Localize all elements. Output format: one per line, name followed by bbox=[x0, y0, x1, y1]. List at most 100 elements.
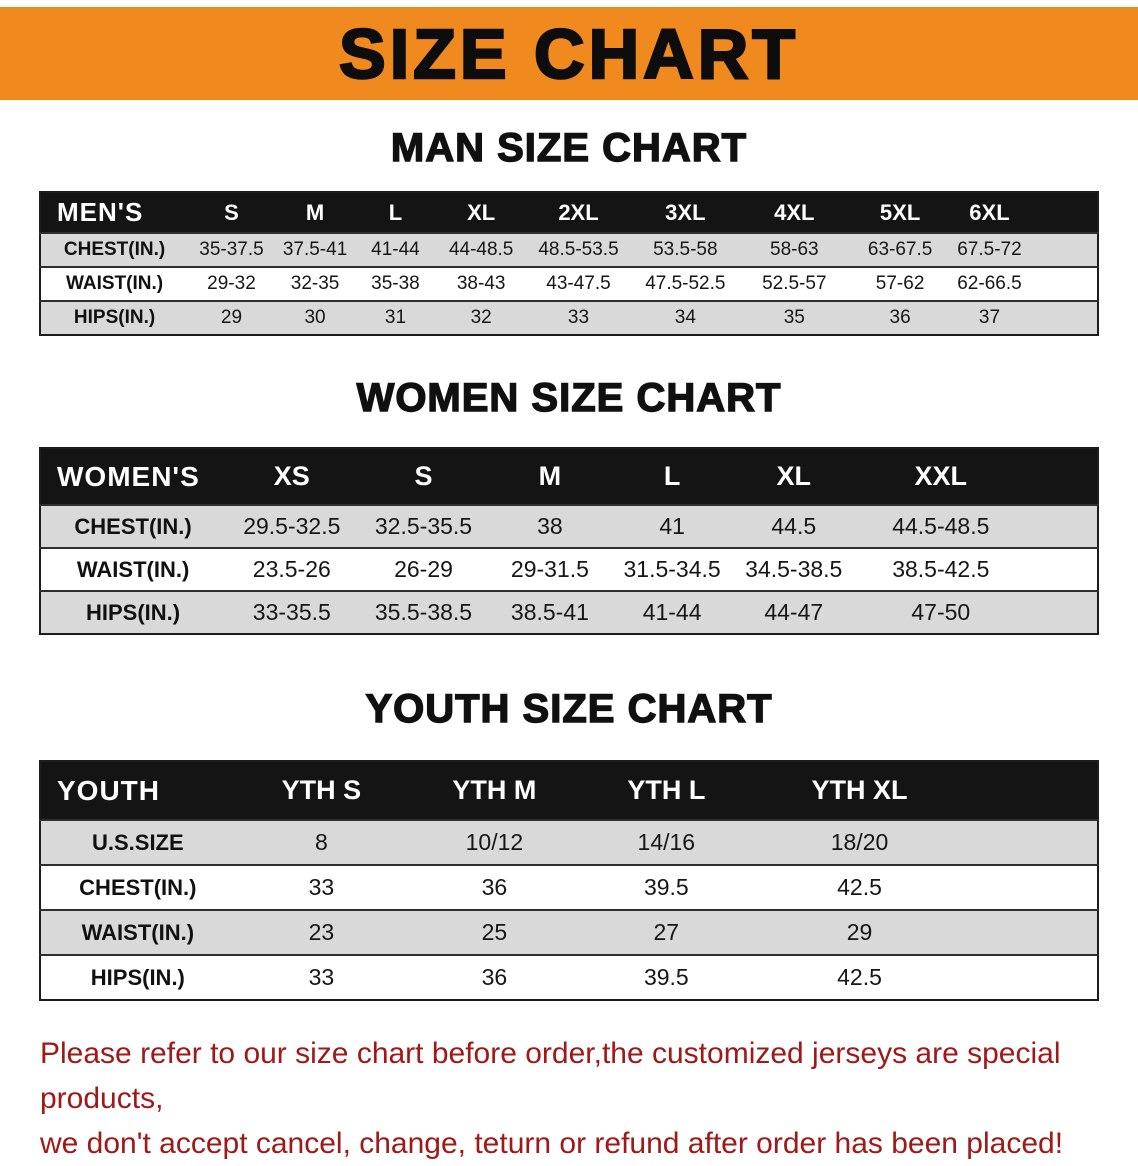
table-row: HIPS(IN.) 33-35.5 35.5-38.5 38.5-41 41-44 44-… bbox=[40, 591, 1098, 634]
row-label: U.S.SIZE bbox=[91, 829, 184, 855]
order-notice: Please refer to our size chart before or… bbox=[40, 1031, 1100, 1166]
size-value: 29-32 bbox=[207, 273, 256, 294]
table-corner-label: YOUTH bbox=[57, 774, 160, 806]
size-value: 41-44 bbox=[371, 239, 420, 260]
size-value: 44-47 bbox=[764, 599, 824, 625]
size-value: 44-48.5 bbox=[448, 239, 514, 260]
notice-line-2: we don't accept cancel, change, teturn o… bbox=[40, 1127, 1064, 1160]
size-column-header: 3XL bbox=[665, 199, 706, 225]
size-value: 31 bbox=[384, 307, 407, 328]
table-header-row: YOUTH YTH S YTH M YTH L YTH XL bbox=[40, 761, 1098, 820]
table-row: U.S.SIZE 8 10/12 14/16 18/20 bbox=[40, 820, 1098, 865]
size-value: 37 bbox=[978, 307, 1001, 328]
size-value: 48.5-53.5 bbox=[538, 239, 619, 260]
table-row: WAIST(IN.) 29-32 32-35 35-38 38-43 43-47.5 47.… bbox=[40, 267, 1098, 301]
youth-size-table: YOUTH YTH S YTH M YTH L YTH XL U.S.SIZE 8 10/12… bbox=[39, 760, 1099, 1001]
table-body: CHEST(IN.) 29.5-32.5 32.5-35.5 38 41 44.5 44.5… bbox=[40, 505, 1098, 634]
youth-size-section: YOUTH SIZE CHART YOUTH YTH S YTH M YTH L YTH… bbox=[0, 686, 1138, 1001]
row-label: WAIST(IN.) bbox=[76, 556, 190, 582]
size-value: 26-29 bbox=[394, 556, 453, 582]
size-value: 53.5-58 bbox=[653, 239, 718, 260]
size-value: 29-31.5 bbox=[510, 556, 589, 582]
table-header-row: WOMEN'S XS S M L XL XXL bbox=[40, 448, 1098, 505]
size-column-header: YTH XL bbox=[811, 775, 908, 805]
size-column-header: XS bbox=[273, 461, 310, 491]
size-value: 33 bbox=[308, 874, 335, 900]
size-chart-page: SIZE CHART MAN SIZE CHART MEN'S S M L XL 2XL 3… bbox=[0, 7, 1138, 1166]
row-label: CHEST(IN.) bbox=[74, 513, 192, 539]
size-value: 33-35.5 bbox=[252, 599, 331, 625]
table-row: CHEST(IN.) 33 36 39.5 42.5 bbox=[40, 865, 1098, 910]
size-value: 25 bbox=[481, 919, 508, 945]
size-value: 8 bbox=[315, 829, 328, 855]
table-row: CHEST(IN.) 29.5-32.5 32.5-35.5 38 41 44.5 44.5… bbox=[40, 505, 1098, 548]
size-value: 52.5-57 bbox=[762, 273, 827, 294]
table-body: U.S.SIZE 8 10/12 14/16 18/20 CHEST(IN.) 33 36 39… bbox=[40, 820, 1098, 1000]
row-label: WAIST(IN.) bbox=[81, 919, 195, 945]
table-row: HIPS(IN.) 29 30 31 32 33 34 35 36 37 bbox=[40, 301, 1098, 335]
size-column-header: XL bbox=[776, 461, 812, 491]
row-label: HIPS(IN.) bbox=[90, 964, 185, 990]
size-value: 58-63 bbox=[770, 239, 819, 260]
size-value: 38.5-41 bbox=[510, 599, 589, 625]
size-value: 39.5 bbox=[643, 964, 689, 990]
table-corner-label: MEN'S bbox=[57, 197, 144, 227]
row-label: CHEST(IN.) bbox=[63, 239, 166, 260]
table-row: CHEST(IN.) 35-37.5 37.5-41 41-44 44-48.5 48.5… bbox=[40, 233, 1098, 267]
size-value: 44.5-48.5 bbox=[892, 513, 990, 539]
table-row: WAIST(IN.) 23 25 27 29 bbox=[40, 910, 1098, 955]
men-size-table: MEN'S S M L XL 2XL 3XL 4XL 5XL 6XL CHEST(IN.) 35-37… bbox=[39, 191, 1099, 336]
size-value: 32.5-35.5 bbox=[374, 513, 473, 539]
size-value: 57-62 bbox=[875, 273, 925, 294]
women-size-table: WOMEN'S XS S M L XL XXL CHEST(IN.) 29.5-32.5 32.5… bbox=[39, 447, 1099, 635]
size-value: 63-67.5 bbox=[867, 239, 933, 260]
size-column-header: XXL bbox=[914, 461, 968, 491]
size-value: 30 bbox=[304, 307, 326, 328]
size-value: 23.5-26 bbox=[252, 556, 331, 582]
size-value: 34.5-38.5 bbox=[745, 556, 843, 582]
size-value: 10/12 bbox=[465, 829, 524, 855]
size-value: 43-47.5 bbox=[546, 273, 611, 294]
table-row: HIPS(IN.) 33 36 39.5 42.5 bbox=[40, 955, 1098, 1000]
table-body: CHEST(IN.) 35-37.5 37.5-41 41-44 44-48.5 48.5… bbox=[40, 233, 1098, 335]
table-corner-label: WOMEN'S bbox=[57, 460, 200, 492]
row-label: CHEST(IN.) bbox=[79, 874, 197, 900]
table-header-row: MEN'S S M L XL 2XL 3XL 4XL 5XL 6XL bbox=[40, 192, 1098, 233]
size-column-header: YTH S bbox=[281, 775, 362, 805]
size-value: 36 bbox=[481, 964, 508, 990]
size-value: 14/16 bbox=[637, 829, 696, 855]
size-column-header: M bbox=[538, 461, 562, 491]
size-value: 38 bbox=[537, 513, 563, 539]
size-column-header: M bbox=[305, 199, 325, 225]
size-value: 38.5-42.5 bbox=[892, 556, 990, 582]
size-value: 35 bbox=[783, 307, 805, 328]
table-row: WAIST(IN.) 23.5-26 26-29 29-31.5 31.5-34.5 34… bbox=[40, 548, 1098, 591]
size-column-header: S bbox=[224, 199, 239, 225]
row-label: HIPS(IN.) bbox=[73, 307, 156, 328]
row-label: HIPS(IN.) bbox=[86, 599, 181, 625]
size-value: 35-38 bbox=[371, 273, 420, 294]
size-value: 41-44 bbox=[642, 599, 702, 625]
size-value: 37.5-41 bbox=[282, 239, 348, 260]
men-size-section: MAN SIZE CHART MEN'S S M L XL 2XL 3XL 4XL 5XL 6XL… bbox=[0, 125, 1138, 336]
size-value: 35-37.5 bbox=[199, 239, 264, 260]
row-label: WAIST(IN.) bbox=[66, 273, 164, 294]
size-column-header: YTH L bbox=[627, 775, 706, 805]
youth-section-heading: YOUTH SIZE CHART bbox=[365, 686, 773, 731]
size-column-header: S bbox=[414, 461, 433, 491]
size-column-header: 2XL bbox=[558, 199, 599, 225]
size-value: 35.5-38.5 bbox=[374, 599, 473, 625]
size-value: 44.5 bbox=[771, 513, 817, 539]
size-value: 33 bbox=[308, 964, 335, 990]
size-column-header: L bbox=[388, 199, 403, 225]
size-value: 29 bbox=[220, 307, 243, 328]
women-size-section: WOMEN SIZE CHART WOMEN'S XS S M L XL XXL CHEST(… bbox=[0, 375, 1138, 635]
size-value: 36 bbox=[889, 307, 911, 328]
table-head: YOUTH YTH S YTH M YTH L YTH XL bbox=[40, 761, 1098, 820]
size-value: 42.5 bbox=[837, 874, 882, 900]
size-value: 29 bbox=[846, 919, 873, 945]
size-value: 39.5 bbox=[643, 874, 689, 900]
size-value: 38-43 bbox=[456, 273, 506, 294]
size-value: 32 bbox=[470, 307, 492, 328]
table-head: WOMEN'S XS S M L XL XXL bbox=[40, 448, 1098, 505]
